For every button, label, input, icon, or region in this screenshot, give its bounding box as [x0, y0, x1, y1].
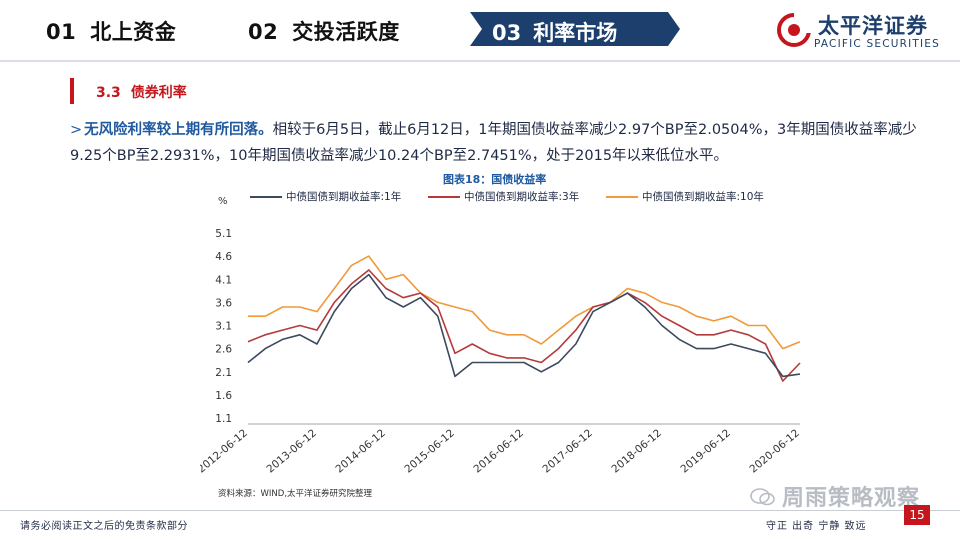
y-tick-label: 1.6	[215, 390, 232, 402]
section-title: 3.3 债券利率	[96, 82, 187, 102]
series-line-10y	[248, 255, 801, 350]
legend-item-1y: 中债国债到期收益率:1年	[250, 189, 401, 204]
watermark-text: 周雨策略观察	[782, 486, 921, 511]
data-source: 资料来源：WIND,太平洋证券研究院整理	[218, 489, 373, 499]
legend-label-1y: 中债国债到期收益率:1年	[286, 191, 402, 203]
y-tick-label: 2.6	[215, 344, 232, 356]
legend-label-10y: 中债国债到期收益率:10年	[642, 191, 764, 203]
x-tick-label: 2012-06-12	[200, 427, 250, 475]
footer-divider	[0, 510, 960, 511]
footer-disclaimer: 请务必阅读正文之后的免责条款部分	[20, 521, 188, 532]
header-divider	[0, 60, 960, 62]
x-tick-label: 2013-06-12	[264, 427, 318, 475]
x-tick-label: 2020-06-12	[747, 427, 801, 475]
brand-logo: 太平洋证券 PACIFIC SECURITIES	[776, 8, 956, 54]
legend-item-10y: 中债国债到期收益率:10年	[606, 189, 764, 204]
y-tick-label: 3.1	[215, 321, 232, 333]
summary-lead: 无风险利率较上期有所回落。	[84, 122, 273, 138]
page-number: 15	[904, 505, 930, 525]
nav-tab-label: 交投活跃度	[292, 20, 400, 44]
brand-mark-icon	[777, 12, 814, 47]
nav-tab-label: 利率市场	[533, 21, 618, 45]
nav-tab-3-active[interactable]: 03 利率市场	[470, 12, 680, 47]
series-line-3y	[247, 269, 801, 382]
legend-swatch-3y	[428, 196, 460, 198]
bullet-arrow-icon: >	[70, 122, 83, 138]
x-tick-label: 2016-06-12	[471, 427, 525, 475]
legend-item-3y: 中债国债到期收益率:3年	[428, 189, 579, 204]
y-tick-label: 2.1	[215, 367, 232, 379]
nav-tab-1[interactable]: 01 北上资金	[46, 16, 176, 46]
x-tick-label: 2017-06-12	[540, 427, 594, 475]
y-tick-label: 4.1	[215, 274, 232, 286]
legend-swatch-10y	[606, 196, 638, 198]
tab-notch-shape	[470, 12, 482, 46]
nav-tab-label: 北上资金	[90, 20, 177, 44]
wechat-watermark: 周雨策略观察	[750, 480, 920, 512]
section-accent-bar	[70, 78, 74, 104]
footer-slogan: 守正 出奇 宁静 致远	[766, 521, 867, 532]
x-tick-label: 2014-06-12	[333, 427, 387, 475]
x-tick-label: 2019-06-12	[678, 427, 732, 475]
y-tick-label: 5.1	[215, 228, 232, 240]
brand-name-cn: 太平洋证券	[818, 14, 928, 38]
section-title-text: 债券利率	[130, 85, 187, 101]
summary-text: 相较于6月5日，截止6月12日，1年期国债收益率减少2.97个BP至2.0504…	[70, 122, 917, 164]
y-tick-label: 1.1	[215, 413, 232, 425]
y-axis-unit: %	[218, 196, 228, 207]
tab-arrow-shape	[668, 12, 680, 46]
nav-tab-number: 01	[46, 20, 77, 44]
legend-swatch-1y	[250, 196, 282, 198]
wechat-icon	[750, 488, 775, 506]
summary-paragraph: > 无风险利率较上期有所回落。相较于6月5日，截止6月12日，1年期国债收益率减少…	[70, 117, 940, 169]
nav-tab-number: 02	[248, 20, 279, 44]
section-number: 3.3	[96, 85, 121, 101]
nav-tab-2[interactable]: 02 交投活跃度	[248, 16, 400, 46]
brand-name-en: PACIFIC SECURITIES	[814, 38, 941, 50]
legend-label-3y: 中债国债到期收益率:3年	[464, 191, 580, 203]
top-nav: 01 北上资金 02 交投活跃度 03 利率市场 太平洋证券 PACIFIC SECU…	[0, 0, 960, 58]
nav-tab-number: 03	[492, 21, 522, 45]
series-line-1y	[247, 273, 801, 378]
x-tick-label: 2015-06-12	[402, 427, 456, 475]
chart-title: 图表18：国债收益率	[443, 173, 547, 186]
yield-line-chart: 1.1 1.6 2.1 2.6 3.1 3.6 4.1 4.6 5.1 2012-06-12 201…	[200, 228, 802, 476]
y-tick-label: 3.6	[215, 297, 232, 309]
nav-tab-active-label: 03 利率市场	[492, 17, 617, 47]
y-tick-label: 4.6	[215, 251, 232, 263]
x-tick-label: 2018-06-12	[609, 427, 663, 475]
